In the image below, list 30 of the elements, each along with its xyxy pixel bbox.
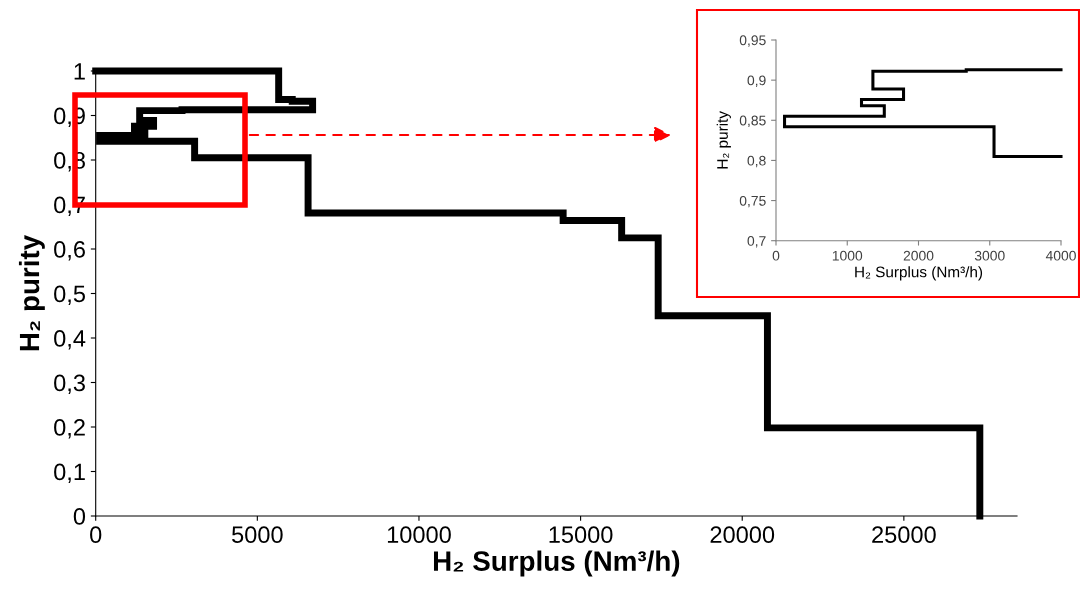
y-tick-label: 1: [74, 63, 85, 80]
x-tick-label: 25000: [872, 526, 936, 544]
y-axis-title: H₂ purity: [716, 111, 731, 169]
x-tick-label: 4000: [1045, 250, 1076, 261]
y-tick-label: 0,95: [739, 35, 766, 47]
y-tick-label: 0: [73, 508, 86, 525]
y-tick-label: 0,8: [747, 155, 766, 168]
y-axis-title: H₂ purity: [18, 235, 45, 351]
x-tick-label: 15000: [549, 526, 613, 544]
y-tick-label: 0,3: [54, 374, 85, 395]
y-tick-label: 0,9: [747, 75, 766, 87]
y-tick-label: 0,5: [54, 285, 85, 306]
line-series: [783, 68, 1063, 158]
y-tick-label: 0,2: [54, 419, 85, 439]
y-tick-label: 0,1: [54, 463, 85, 484]
x-axis-title: H₂ Surplus (Nm³/h): [855, 266, 983, 281]
y-tick-label: 0,6: [54, 241, 85, 261]
x-tick-label: 2000: [903, 250, 934, 261]
x-tick-label: 0: [90, 526, 102, 544]
x-tick-label: 5000: [232, 526, 283, 544]
y-tick-label: 0,4: [54, 330, 86, 350]
x-tick-label: 20000: [710, 526, 775, 544]
x-tick-label: 0: [772, 250, 780, 261]
y-tick-label: 0,7: [747, 236, 766, 248]
y-tick-label: 0,75: [739, 195, 766, 208]
x-axis-title: H₂ Surplus (Nm³/h): [433, 550, 680, 577]
x-tick-label: 10000: [387, 526, 451, 544]
x-tick-label: 3000: [974, 250, 1005, 261]
y-tick-label: 0,85: [739, 115, 766, 128]
x-tick-label: 1000: [832, 250, 863, 261]
